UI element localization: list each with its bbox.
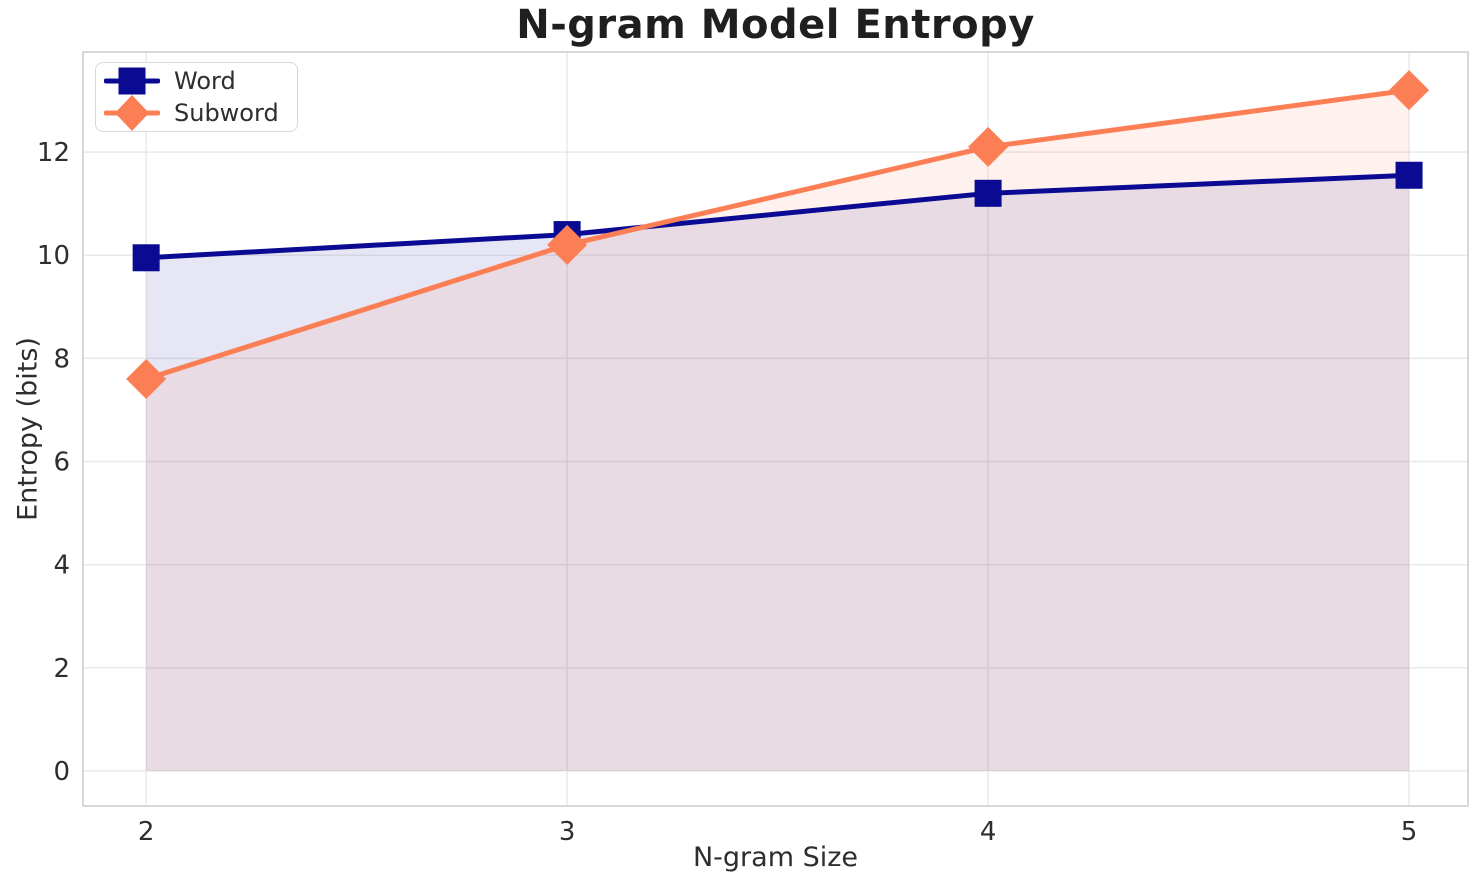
word-marker	[974, 179, 1002, 207]
legend-item-subword: Subword	[104, 95, 279, 131]
legend-label: Subword	[174, 99, 279, 127]
x-tick-label: 5	[1401, 817, 1418, 847]
y-tick-label: 10	[37, 241, 70, 271]
y-tick-label: 2	[53, 654, 70, 684]
y-axis-label: Entropy (bits)	[12, 337, 44, 521]
y-tick-label: 12	[37, 138, 70, 168]
subword-marker	[1389, 70, 1430, 111]
y-tick-label: 6	[53, 447, 70, 477]
word-marker-icon	[104, 67, 160, 95]
subword-marker	[968, 126, 1009, 167]
y-tick-label: 8	[53, 344, 70, 374]
word-marker	[1395, 161, 1423, 189]
y-tick-label: 0	[53, 757, 70, 787]
subword-marker-icon	[104, 95, 160, 131]
legend-item-word: Word	[104, 65, 279, 97]
subword-line	[143, 87, 1412, 382]
legend-label: Word	[174, 67, 236, 95]
plot-border	[82, 51, 1469, 807]
subword-marker	[126, 358, 167, 399]
word-line	[143, 172, 1412, 261]
x-tick-label: 3	[559, 817, 576, 847]
word-marker	[132, 244, 160, 272]
y-tick-label: 4	[53, 551, 70, 581]
x-axis-label: N-gram Size	[692, 842, 859, 873]
x-tick-label: 2	[138, 817, 155, 847]
chart-title: N-gram Model Entropy	[516, 2, 1035, 48]
legend: Word Subword	[95, 62, 298, 132]
subword-area	[146, 90, 1410, 771]
word-area	[146, 175, 1410, 771]
x-tick-label: 4	[980, 817, 997, 847]
subword-marker	[547, 224, 588, 265]
